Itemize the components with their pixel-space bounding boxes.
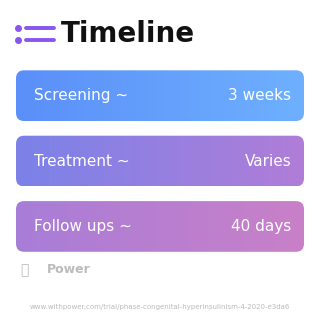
Text: Varies: Varies: [244, 154, 291, 168]
Text: Treatment ~: Treatment ~: [34, 154, 129, 168]
Text: Timeline: Timeline: [61, 20, 195, 48]
Text: www.withpower.com/trial/phase-congenital-hyperinsulinism-4-2020-e3da6: www.withpower.com/trial/phase-congenital…: [30, 304, 290, 310]
Text: Follow ups ~: Follow ups ~: [34, 219, 132, 234]
FancyBboxPatch shape: [16, 201, 304, 252]
Text: 3 weeks: 3 weeks: [228, 88, 291, 103]
Text: Screening ~: Screening ~: [34, 88, 128, 103]
FancyBboxPatch shape: [16, 70, 304, 121]
FancyBboxPatch shape: [16, 136, 304, 186]
Text: Power: Power: [46, 263, 90, 276]
Text: 40 days: 40 days: [231, 219, 291, 234]
Text: ␧: ␧: [20, 263, 28, 277]
